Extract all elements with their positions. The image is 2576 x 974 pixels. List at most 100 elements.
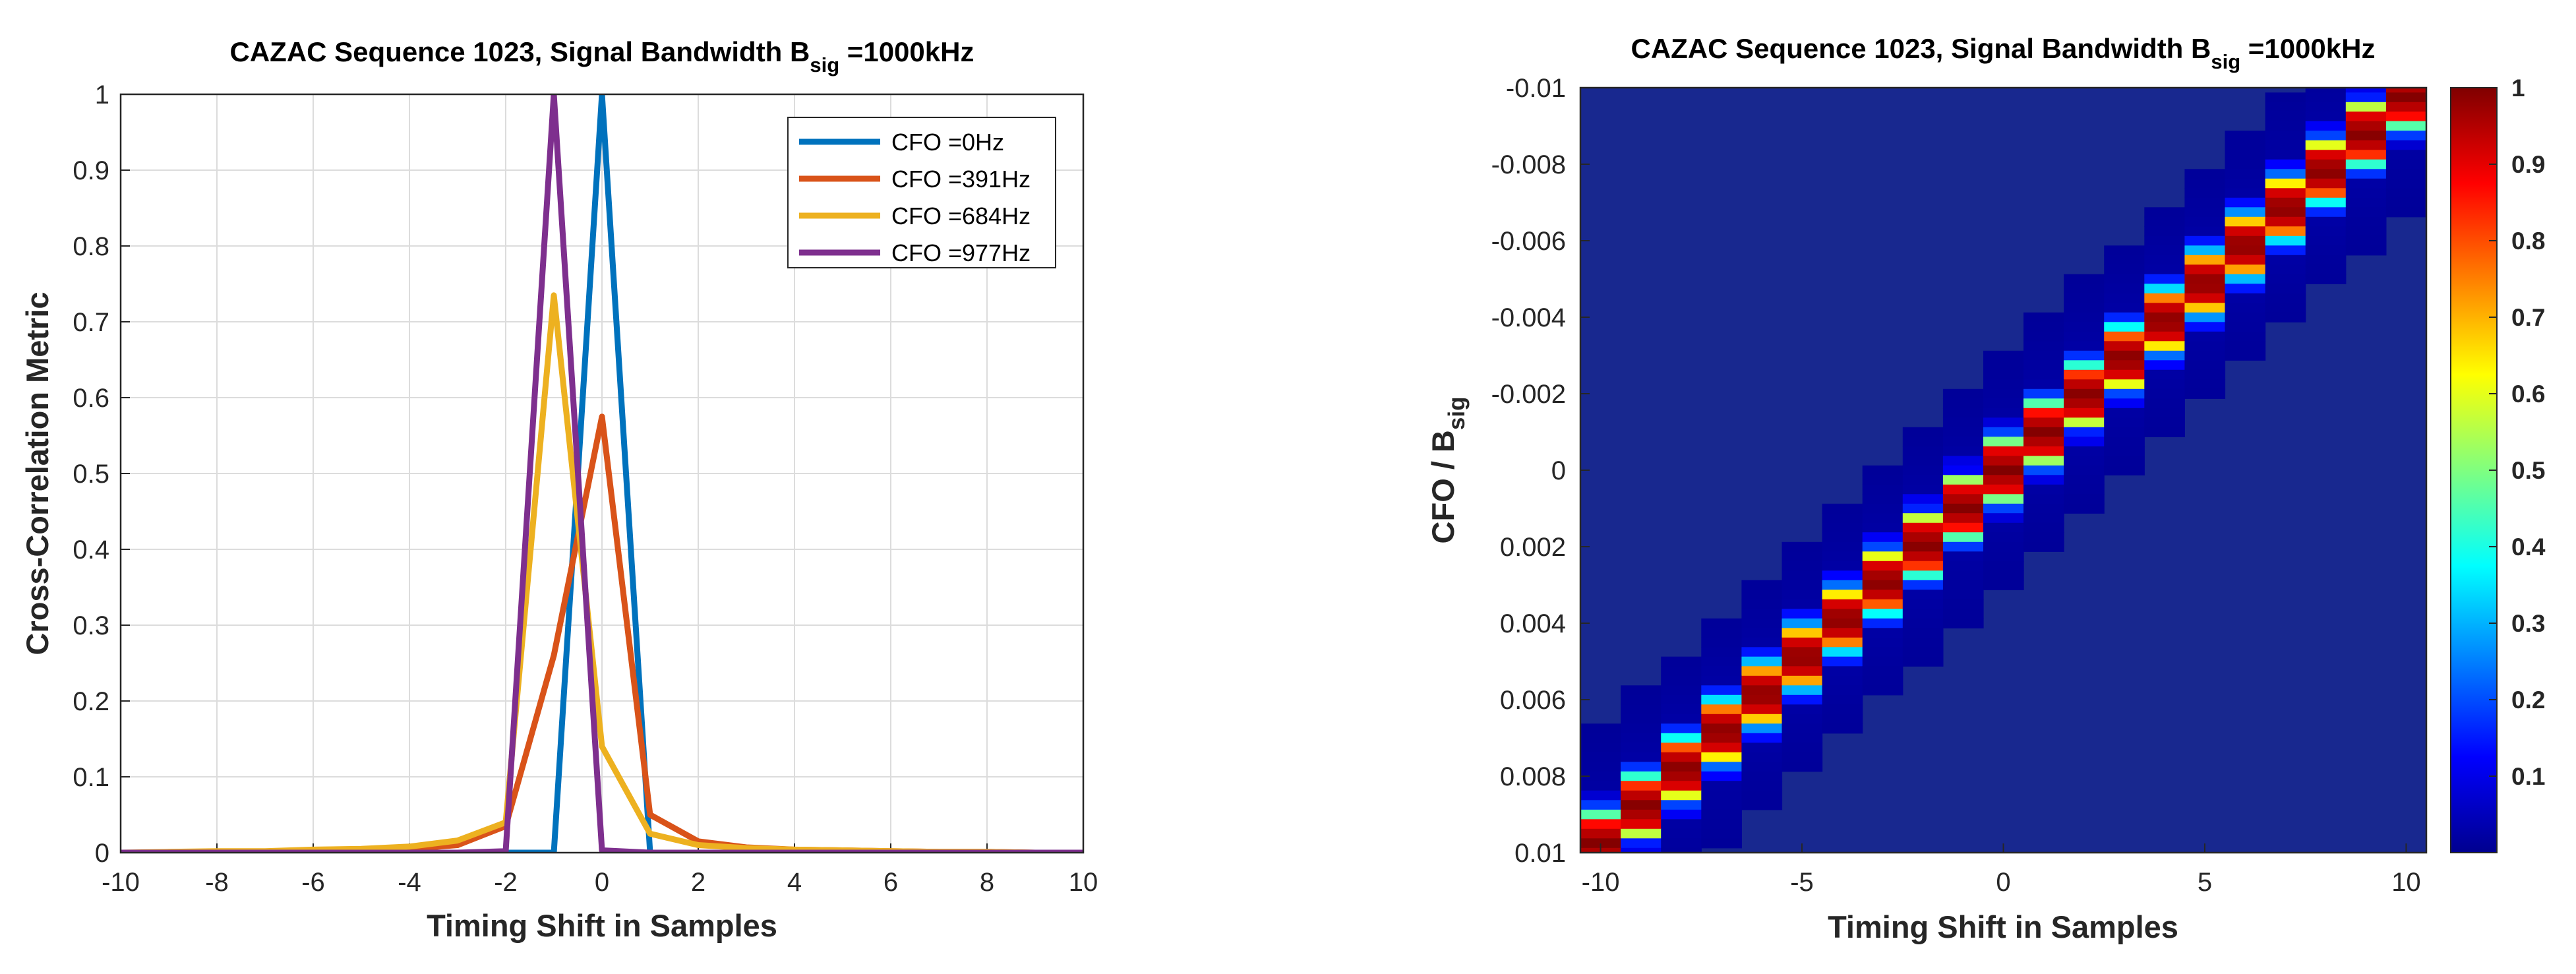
heatmap-cell [2225, 331, 2266, 342]
colorbar-tick-label: 0.6 [2511, 380, 2545, 408]
heatmap-cell [2184, 207, 2226, 218]
heatmap-cell [1741, 599, 1783, 609]
heatmap-cell [2104, 350, 2145, 361]
heatmap-cell [1902, 590, 1944, 600]
heatmap-cell [2305, 131, 2347, 141]
heatmap-cell [1983, 437, 2024, 447]
heatmap-cell [1822, 522, 1863, 533]
heatmap-cell [1782, 714, 1823, 724]
heatmap-cell [1782, 752, 1823, 762]
heatmap-cell [2064, 360, 2105, 371]
heatmap-cell [1580, 733, 1621, 743]
heatmap-cell [1741, 752, 1783, 762]
heatmap-cell [2265, 111, 2306, 122]
heatmap-cell [2385, 188, 2426, 198]
heatmap-cell [2184, 303, 2226, 313]
heatmap-cell [2023, 331, 2064, 342]
heatmap-cell [2144, 284, 2185, 294]
heatmap-cell [1862, 618, 1903, 628]
colorbar-tick-label: 0.2 [2511, 686, 2545, 714]
line-y-tick-label: 0.8 [73, 232, 109, 261]
heatmap-y-tick-labels: -0.01 -0.008 -0.006 -0.004 -0.002 0 0.002 0.004… [1491, 74, 1590, 868]
heatmap-cell [1942, 532, 1984, 543]
heatmap-cell [1822, 618, 1863, 628]
line-y-axis-label: Cross-Correlation Metric [20, 291, 55, 655]
heatmap-cell [1621, 838, 1662, 849]
heatmap-cell [2265, 121, 2306, 131]
heatmap-cell [2023, 379, 2064, 390]
heatmap-cell [1741, 656, 1783, 667]
heatmap-cell [1983, 465, 2024, 475]
heatmap-cell [1782, 704, 1823, 715]
heatmap-cell [2305, 245, 2347, 256]
heatmap-cell [1902, 513, 1944, 524]
heatmap-cell [1701, 838, 1742, 849]
heatmap-cell [2144, 312, 2185, 322]
heatmap-cell [1902, 465, 1944, 475]
heatmap-cell [2144, 398, 2185, 409]
heatmap-cell [2345, 140, 2387, 150]
series-line-4 [121, 94, 1083, 853]
heatmap-cell [2184, 341, 2226, 351]
heatmap-cell [1701, 809, 1742, 820]
heatmap-y-tick-label: -0.002 [1491, 380, 1566, 409]
heatmap-cell [2305, 178, 2347, 189]
heatmap-cell [2144, 341, 2185, 351]
heatmap-cell [1983, 456, 2024, 466]
heatmap-cell [1822, 647, 1863, 657]
heatmap-x-axis-label: Timing Shift in Samples [1828, 909, 2178, 944]
heatmap-cell [1580, 790, 1621, 801]
heatmap-cell [2064, 456, 2105, 466]
heatmap-cell [2064, 274, 2105, 284]
heatmap-cell [2144, 255, 2185, 265]
heatmap-y-tick-label: 0 [1551, 456, 1566, 485]
heatmap-cell [2225, 169, 2266, 179]
colorbar-tick-label: 0.1 [2511, 763, 2545, 790]
heatmap-cell [2345, 207, 2387, 218]
heatmap-cell [1983, 350, 2024, 361]
heatmap-cell [2104, 331, 2145, 342]
heatmap-cell [1862, 522, 1903, 533]
heatmap-cell [2144, 235, 2185, 246]
heatmap-x-tick-label: 5 [2198, 868, 2212, 897]
heatmap-cell [2023, 398, 2064, 409]
heatmap-cell [1741, 618, 1783, 628]
heatmap-cell [1621, 762, 1662, 772]
heatmap-cell [1782, 580, 1823, 590]
heatmap-cell [1983, 580, 2024, 590]
line-x-tick-label: -4 [398, 868, 421, 897]
heatmap-cell [2184, 178, 2226, 189]
heatmap-cell [1862, 637, 1903, 648]
heatmap-cell [1661, 847, 1702, 853]
heatmap-cell [2265, 131, 2306, 141]
colorbar-tick-label: 0.7 [2511, 304, 2545, 331]
heatmap-cell [1862, 475, 1903, 485]
heatmap-cell [1822, 590, 1863, 600]
heatmap-cell [1983, 417, 2024, 428]
line-x-tick-label: 10 [1069, 868, 1098, 897]
heatmap-cell [1621, 790, 1662, 801]
heatmap-cell [1862, 666, 1903, 677]
heatmap-cell [2345, 235, 2387, 246]
heatmap-cell [2064, 427, 2105, 437]
line-x-tick-label: -6 [301, 868, 325, 897]
heatmap-cell [2225, 245, 2266, 256]
heatmap-cell [1741, 685, 1783, 696]
heatmap-cell [1580, 819, 1621, 830]
heatmap-cell [1701, 790, 1742, 801]
heatmap-cell [2023, 532, 2064, 543]
heatmap-cell [1862, 599, 1903, 609]
heatmap-cell [2144, 360, 2185, 371]
line-legend: CFO =0Hz CFO =391Hz CFO =684Hz CFO =977Hz [787, 117, 1056, 268]
heatmap-cell [1902, 599, 1944, 609]
heatmap-cell [2104, 245, 2145, 256]
line-chart-title: CAZAC Sequence 1023, Signal Bandwidth Bs… [230, 36, 974, 76]
colorbar-tick-label: 1 [2511, 75, 2525, 102]
line-x-tick-label: 4 [787, 868, 802, 897]
heatmap-cell [1822, 503, 1863, 514]
heatmap-cell [1902, 561, 1944, 571]
heatmap-cell [1822, 694, 1863, 705]
heatmap-cell [2305, 140, 2347, 150]
heatmap-cell [1983, 379, 2024, 390]
heatmap-cell [1701, 685, 1742, 696]
